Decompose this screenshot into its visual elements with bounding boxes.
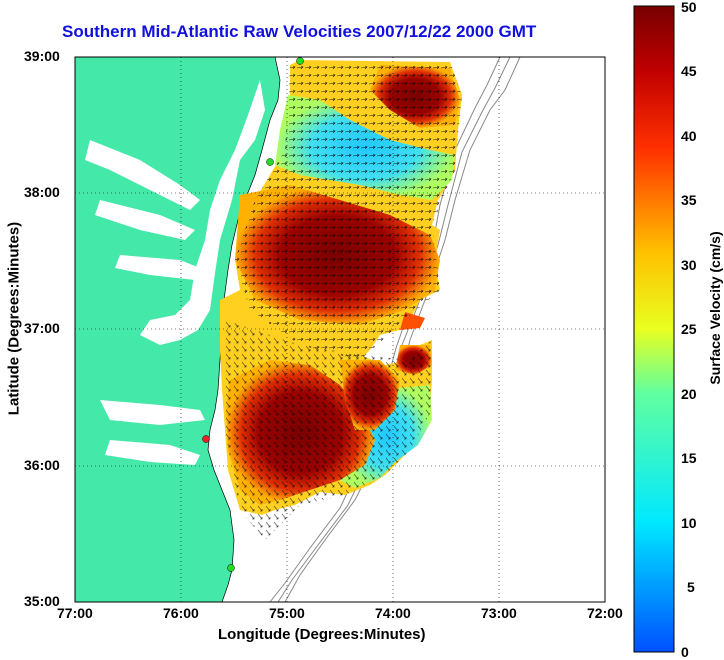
colorbar-tick-label: 15 bbox=[681, 450, 697, 466]
colorbar-tick-label: 10 bbox=[681, 515, 697, 531]
station-marker bbox=[202, 435, 210, 443]
x-axis-label: Longitude (Degrees:Minutes) bbox=[218, 626, 426, 643]
x-tick-label: 76:00 bbox=[163, 605, 199, 621]
velocity-field bbox=[220, 60, 462, 540]
x-tick-label: 73:00 bbox=[481, 605, 517, 621]
x-tick-label: 74:00 bbox=[375, 605, 411, 621]
colorbar-tick-label: 5 bbox=[687, 579, 695, 595]
bay bbox=[140, 80, 265, 345]
colorbar-tick-label: 30 bbox=[681, 257, 697, 273]
colorbar-tick-label: 20 bbox=[681, 386, 697, 402]
x-tick-label: 72:00 bbox=[587, 605, 623, 621]
y-tick-label: 35:00 bbox=[24, 593, 60, 609]
colorbar-tick-label: 40 bbox=[681, 128, 697, 144]
grid bbox=[75, 57, 605, 602]
y-tick-label: 36:00 bbox=[24, 457, 60, 473]
y-tick-label: 37:00 bbox=[24, 320, 60, 336]
y-tick-label: 38:00 bbox=[24, 184, 60, 200]
station-marker bbox=[266, 158, 274, 166]
colorbar-tick-label: 45 bbox=[681, 63, 697, 79]
colorbar bbox=[633, 5, 675, 653]
y-tick-label: 39:00 bbox=[24, 48, 60, 64]
station-marker bbox=[296, 57, 304, 65]
map-title: Southern Mid-Atlantic Raw Velocities 200… bbox=[62, 22, 537, 41]
colorbar-label: Surface Velocity (cm/s) bbox=[707, 231, 723, 385]
y-axis-label: Latitude (Degrees:Minutes) bbox=[5, 221, 23, 416]
colorbar-tick-label: 50 bbox=[681, 0, 697, 15]
colorbar-tick-label: 35 bbox=[681, 192, 697, 208]
colorbar-tick-label: 25 bbox=[681, 321, 697, 337]
x-tick-label: 77:00 bbox=[57, 605, 93, 621]
station-marker bbox=[227, 564, 235, 572]
colorbar-tick-label: 0 bbox=[681, 644, 689, 660]
x-tick-label: 75:00 bbox=[269, 605, 305, 621]
